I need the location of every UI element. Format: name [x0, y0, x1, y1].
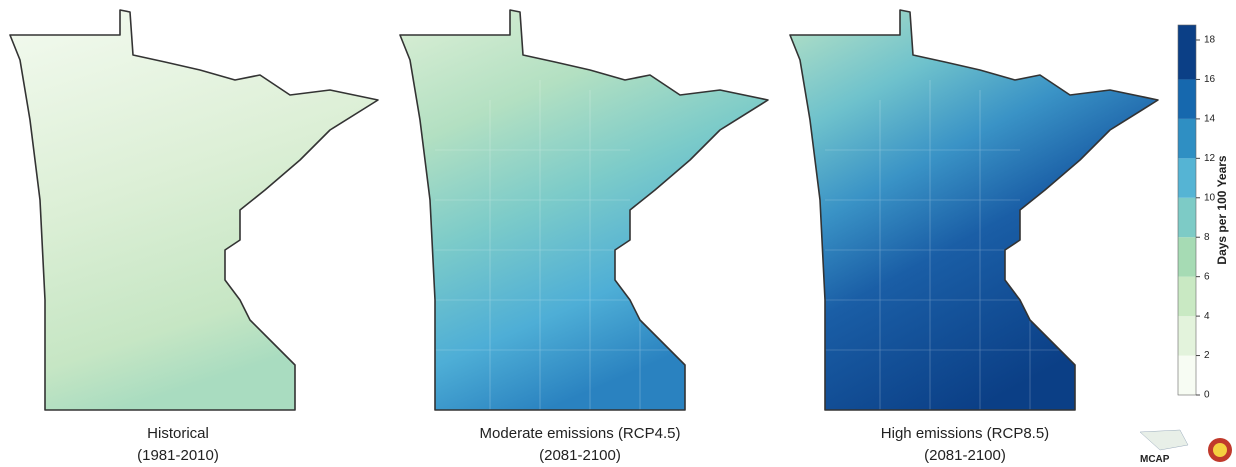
- colorbar-bin: [1178, 158, 1196, 198]
- map-period: (2081-2100): [539, 447, 621, 464]
- map-moderate: [399, 9, 769, 411]
- colorbar-tick-label: 0: [1204, 390, 1210, 401]
- colorbar-cap: [1178, 25, 1196, 40]
- colorbar-tick-label: 6: [1204, 271, 1210, 282]
- colorbar-bin: [1178, 79, 1196, 119]
- colorbar-bin: [1178, 276, 1196, 317]
- colorbar-tick-label: 8: [1204, 232, 1210, 243]
- colorbar-tick-label: 12: [1204, 153, 1216, 164]
- colorbar-bin: [1178, 118, 1196, 159]
- map-title: High emissions (RCP8.5): [881, 425, 1049, 442]
- colorbar-tick-label: 2: [1204, 350, 1210, 361]
- colorbar-tick-label: 4: [1204, 311, 1210, 322]
- colorbar-bin: [1178, 197, 1196, 238]
- colorbar: 0 2 4 6 8 10 12 14 16 18: [1177, 24, 1216, 401]
- colorbar-tick-label: 18: [1204, 35, 1216, 46]
- logo-text: MCAP: [1140, 454, 1170, 465]
- map-period: (1981-2010): [137, 447, 219, 464]
- colorbar-label: Days per 100 Years: [1215, 155, 1229, 265]
- colorbar-tick-label: 10: [1204, 192, 1216, 203]
- colorbar-frame: [1177, 24, 1197, 396]
- colorbar-tick-label: 16: [1204, 74, 1216, 85]
- map-title: Historical: [147, 425, 209, 442]
- colorbar-tick-label: 14: [1204, 114, 1216, 125]
- map-title: Moderate emissions (RCP4.5): [480, 425, 681, 442]
- colorbar-bin: [1178, 40, 1196, 80]
- map-high: [789, 9, 1159, 411]
- colorbar-bin: [1178, 316, 1196, 356]
- logo: MCAP: [1139, 429, 1232, 465]
- colorbar-bin: [1178, 355, 1196, 395]
- colorbar-bin: [1178, 237, 1196, 277]
- map-historical: [9, 9, 379, 411]
- map-period: (2081-2100): [924, 447, 1006, 464]
